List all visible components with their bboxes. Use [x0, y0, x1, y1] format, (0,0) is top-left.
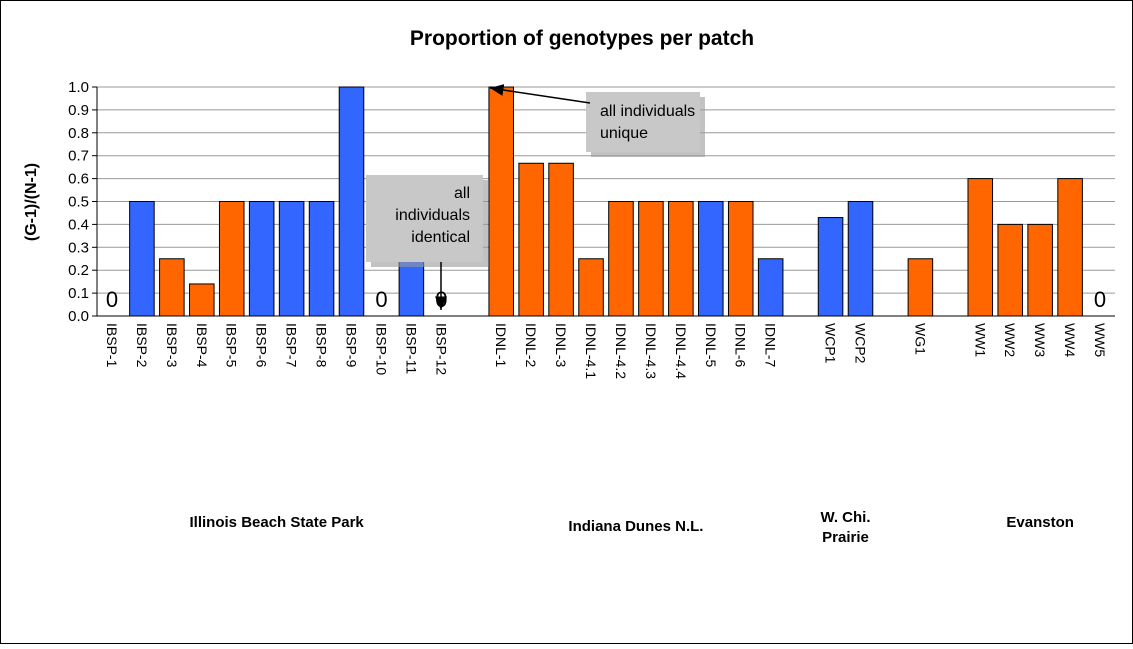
- x-tick-label: WG1: [912, 323, 928, 355]
- x-tick-label: IDNL-4.2: [613, 323, 629, 379]
- annotation-text: individuals: [395, 207, 470, 224]
- bar: [608, 201, 634, 317]
- x-tick-label: IBSP-2: [134, 323, 150, 368]
- chart-title: Proportion of genotypes per patch: [410, 27, 754, 50]
- x-tick-label: WCP1: [823, 323, 839, 364]
- bar: [847, 201, 874, 317]
- bar: [189, 283, 215, 317]
- y-tick-label: 0.1: [68, 285, 89, 302]
- bar: [129, 201, 155, 317]
- y-tick-label: 0.6: [68, 171, 89, 188]
- annotation-arrow: [489, 84, 591, 104]
- y-tick-label: 1.0: [68, 79, 89, 96]
- x-tick-label: IDNL-5: [703, 323, 719, 368]
- y-tick-label: 0.7: [68, 148, 89, 165]
- bar: [278, 201, 305, 317]
- bar: [907, 258, 934, 317]
- x-tick-label: IBSP-10: [373, 323, 389, 375]
- bar: [967, 178, 994, 317]
- value-label: 0: [106, 287, 118, 312]
- value-label: 0: [375, 287, 387, 312]
- y-tick-label: 0.3: [68, 239, 89, 256]
- bar: [338, 86, 365, 317]
- y-axis-label: (G-1)/(N-1): [23, 163, 40, 241]
- x-tick-label: IBSP-3: [164, 323, 180, 368]
- y-tick-label: 0.0: [68, 308, 89, 325]
- x-tick-label: IBSP-7: [284, 323, 300, 368]
- bar: [698, 201, 724, 317]
- x-tick-label: IBSP-8: [314, 323, 330, 368]
- group-label: Illinois Beach State Park: [190, 514, 365, 531]
- x-tick-label: IDNL-3: [553, 323, 569, 368]
- bar: [727, 201, 754, 317]
- x-tick-label: IDNL-6: [733, 323, 749, 368]
- annotation-text: unique: [600, 125, 648, 142]
- x-tick-label: WW3: [1032, 323, 1048, 357]
- group-label: Indiana Dunes N.L.: [568, 518, 703, 535]
- x-tick-label: IDNL-2: [523, 323, 539, 368]
- group-label: Prairie: [822, 529, 869, 546]
- bar: [1027, 223, 1053, 317]
- x-tick-label: IBSP-9: [344, 323, 360, 368]
- bar: [997, 223, 1023, 317]
- bar: [518, 162, 544, 317]
- bar: [1057, 178, 1083, 317]
- y-tick-label: 0.4: [68, 216, 89, 233]
- y-tick-label: 0.8: [68, 125, 89, 142]
- bar: [757, 258, 784, 317]
- value-label: 0: [1094, 287, 1106, 312]
- x-tick-label: WCP2: [853, 323, 869, 364]
- group-label: W. Chi.: [821, 509, 871, 526]
- bar: [488, 86, 514, 317]
- y-tick-label: 0.2: [68, 262, 89, 279]
- bar: [578, 258, 604, 317]
- x-tick-label: WW2: [1002, 323, 1018, 357]
- x-tick-label: IBSP-1: [104, 323, 120, 368]
- x-tick-label: IDNL-7: [763, 323, 779, 368]
- bar: [248, 201, 275, 317]
- x-tick-label: IBSP-11: [403, 323, 419, 374]
- x-tick-label: IBSP-5: [224, 323, 240, 368]
- x-tick-label: IDNL-4.1: [583, 323, 599, 379]
- annotation-text: identical: [411, 229, 470, 246]
- x-tick-label: WW4: [1062, 323, 1078, 357]
- x-tick-label: WW5: [1092, 323, 1108, 357]
- bar: [218, 201, 245, 317]
- x-tick-label: IDNL-4.4: [673, 323, 689, 379]
- y-tick-label: 0.9: [68, 102, 89, 119]
- bar: [668, 201, 694, 317]
- bar: [638, 201, 664, 317]
- y-tick-label: 0.5: [68, 194, 89, 211]
- group-label: Evanston: [1006, 514, 1074, 531]
- annotation-text: all individuals: [600, 103, 695, 120]
- bar: [817, 217, 844, 317]
- bar: [159, 258, 185, 317]
- x-tick-label: IBSP-12: [433, 323, 449, 375]
- x-tick-label: IDNL-4.3: [643, 323, 659, 379]
- annotation-box: [366, 175, 483, 262]
- annotation-text: all: [454, 185, 470, 202]
- bar: [308, 201, 335, 317]
- x-tick-label: IDNL-1: [493, 323, 509, 368]
- x-tick-label: IBSP-4: [194, 323, 210, 368]
- annotation-box: [586, 92, 700, 152]
- x-tick-label: WW1: [972, 323, 988, 357]
- bar: [548, 162, 574, 317]
- plot-area: 0.00.10.20.30.40.50.60.70.80.91.0IBSP-10…: [68, 79, 1115, 379]
- x-tick-label: IBSP-6: [254, 323, 270, 368]
